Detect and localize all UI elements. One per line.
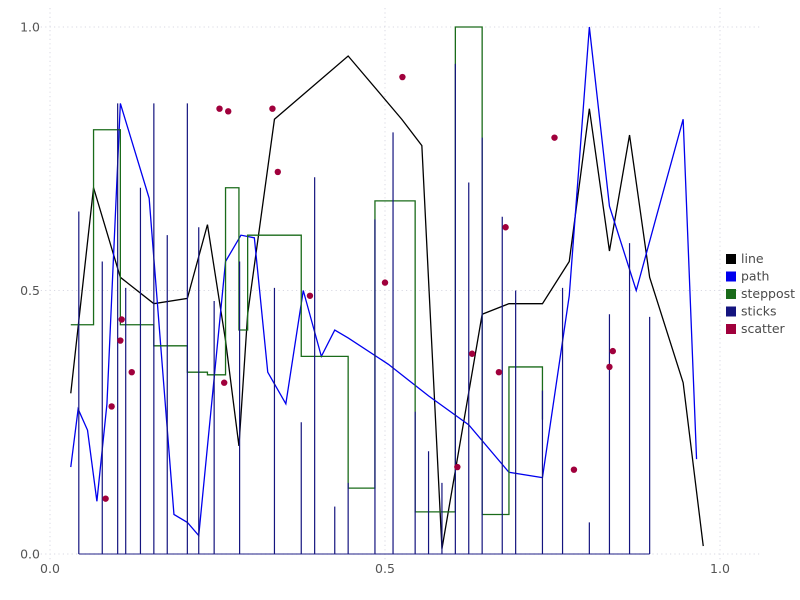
legend-label-steppost: steppost: [741, 286, 795, 301]
scatter-point: [454, 463, 461, 471]
scatter-point: [399, 73, 406, 81]
scatter-point: [609, 347, 616, 355]
legend-label-scatter: scatter: [741, 321, 786, 336]
legend-swatch-path: [726, 271, 736, 282]
y-tick-label: 0.5: [20, 283, 40, 298]
scatter-point: [570, 466, 578, 473]
scatter-point: [118, 316, 125, 323]
legend-label-sticks: sticks: [741, 304, 777, 319]
scatter-point: [221, 379, 228, 386]
series-line: [70, 55, 704, 549]
legend-label-path: path: [741, 269, 769, 284]
scatter-point: [269, 105, 276, 112]
series-layer: [70, 26, 704, 555]
series-scatter: [102, 73, 616, 502]
scatter-point: [495, 368, 503, 376]
legend-swatch-line: [726, 254, 736, 264]
scatter-point: [306, 292, 314, 299]
x-tick-label: 0.5: [375, 561, 395, 576]
legend-swatch-sticks: [726, 306, 736, 317]
scatter-point: [102, 495, 109, 502]
legend-swatch-steppost: [726, 289, 736, 299]
scatter-point: [381, 279, 389, 286]
axis-tick-labels: 0.0 0.5 1.0 0.0 0.5 1.0: [20, 20, 730, 577]
scatter-point: [468, 350, 476, 357]
series-sticks: [78, 63, 651, 555]
scatter-point: [117, 337, 124, 344]
series-steppost: [70, 26, 544, 516]
scatter-point: [216, 105, 223, 112]
x-tick-label: 1.0: [710, 561, 730, 576]
series-path: [70, 26, 698, 538]
scatter-point: [128, 368, 135, 376]
scatter-point: [606, 363, 613, 371]
legend-swatch-scatter: [726, 324, 736, 334]
scatter-point: [274, 168, 281, 176]
y-tick-label: 0.0: [20, 547, 40, 562]
y-tick-label: 1.0: [20, 20, 40, 35]
legend-label-line: line: [741, 251, 764, 266]
scatter-point: [502, 224, 509, 231]
chart-legend: line path steppost sticks scatter: [726, 251, 795, 336]
x-tick-label: 0.0: [40, 561, 60, 576]
scatter-point: [108, 403, 115, 410]
scatter-point: [551, 134, 558, 141]
scatter-point: [225, 108, 232, 115]
